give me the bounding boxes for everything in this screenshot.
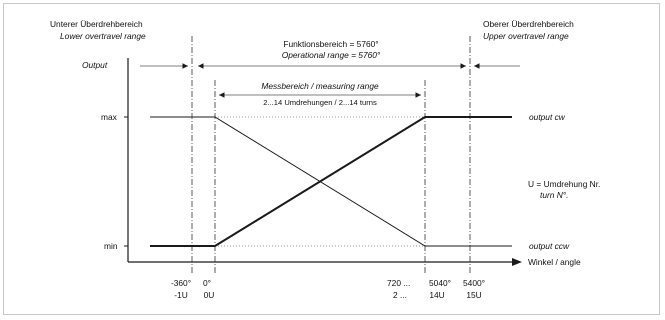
lower-overtravel-label-de: Unterer Überdrehbereich: [50, 19, 143, 29]
lower-overtravel-label-en: Lower overtravel range: [60, 31, 146, 41]
tick-label-top: 5400°: [463, 278, 485, 288]
x-axis-arrowhead: [512, 258, 522, 266]
tick-label-bottom: 15U: [466, 290, 482, 300]
turn-legend-line1: U = Umdrehung Nr.: [528, 179, 601, 189]
functional-range-label-de: Funktionsbereich = 5760°: [283, 39, 379, 49]
output-ccw-label: output ccw: [529, 241, 570, 251]
tick-label-bottom: -1U: [174, 290, 188, 300]
measuring-range-turns: 2...14 Umdrehungen / 2...14 turns: [263, 98, 377, 107]
y-axis-label: Output: [82, 60, 108, 70]
tick-label-top: 5040°: [429, 278, 451, 288]
turn-legend-line2: turn N°.: [540, 190, 569, 200]
output-ccw-curve: [150, 116, 512, 247]
measuring-range-label: Messbereich / measuring range: [261, 81, 379, 91]
output-cw-curve: [150, 116, 512, 247]
tick-label-top: 0°: [202, 278, 212, 288]
functional-range-label-en: Operational range = 5760°: [281, 50, 381, 60]
tick-label-bottom: 2 ...: [393, 290, 407, 300]
upper-overtravel-label-en: Upper overtravel range: [483, 31, 569, 41]
tick-label-top: 720 ...: [387, 278, 411, 288]
tick-label-bottom: 0U: [203, 290, 215, 300]
tick-label-top: -360°: [170, 278, 192, 288]
x-axis-label: Winkel / angle: [528, 257, 581, 267]
min-label: min: [104, 241, 118, 251]
diagram-frame: [3, 3, 660, 315]
max-label: max: [101, 112, 117, 122]
upper-overtravel-label-de: Oberer Überdrehbereich: [483, 19, 574, 29]
output-cw-label: output cw: [529, 112, 565, 122]
tick-label-bottom: 14U: [429, 290, 445, 300]
